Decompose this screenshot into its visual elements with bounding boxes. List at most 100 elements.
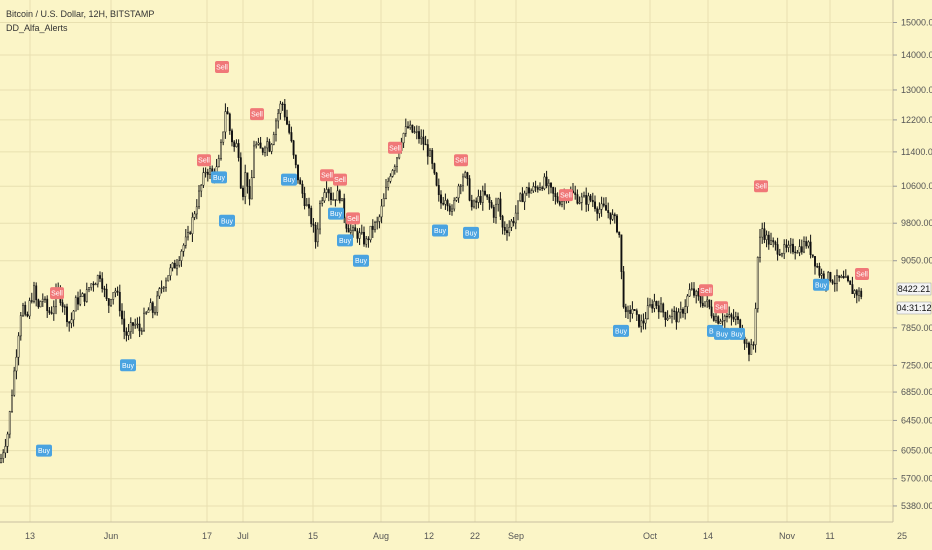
candle-body [160, 287, 163, 290]
candle-body [763, 228, 766, 240]
candle-body [77, 297, 79, 305]
candle-body [200, 184, 203, 192]
buy-signal: Buy [219, 214, 235, 227]
countdown-label: 04:31:12 [896, 301, 932, 315]
price-axis[interactable]: 5380.00 5700.00 6050.00 6450.00 6850.00 7250.… [892, 0, 932, 522]
candle-body [651, 304, 654, 309]
candle-body [638, 314, 640, 327]
candle-body [182, 245, 185, 252]
candle-body [101, 278, 104, 289]
candle-body [847, 276, 849, 282]
sell-signal: Sell [855, 267, 869, 280]
signal-box [219, 214, 235, 227]
candle-body [613, 214, 616, 217]
candle-body [547, 182, 550, 187]
candle-body [191, 217, 194, 234]
candle-body [50, 312, 53, 314]
y-tick-label: 6450.00 [901, 415, 932, 425]
candle-body [204, 171, 207, 174]
candle-body [63, 306, 66, 308]
buy-signal: Buy [714, 327, 730, 340]
candle-body [180, 250, 183, 261]
candle-body [125, 331, 128, 336]
symbol-title[interactable]: Bitcoin / U.S. Dollar, 12H, BITSTAMP [6, 9, 155, 19]
candle-body [459, 185, 462, 187]
candle-body [657, 305, 660, 313]
candle-body [737, 316, 739, 320]
candle-body [706, 299, 709, 302]
candle-body [536, 187, 539, 190]
signal-label: Buy [330, 211, 343, 218]
candle-body [402, 133, 405, 144]
candle-body [358, 232, 361, 239]
candle-body [99, 275, 101, 279]
candle-body [715, 316, 717, 321]
candle-body [35, 285, 38, 301]
x-tick-label: 15 [308, 531, 318, 541]
sell-signal: Sell [388, 141, 402, 154]
candle-body [228, 113, 231, 131]
candle-body [508, 226, 511, 234]
candle-body [0, 458, 2, 463]
candle-body [435, 172, 438, 186]
candle-body [594, 201, 596, 209]
time-axis[interactable]: 13 Jun 17 Jul 15 Aug 12 22 Sep Oct 14 Nov 11 25 [0, 521, 907, 541]
signal-box [328, 207, 344, 220]
candle-body [90, 283, 93, 288]
candle-body [169, 267, 172, 276]
candle-body [162, 287, 165, 289]
candle-body [673, 310, 676, 312]
candle-body [266, 141, 269, 149]
signal-box [346, 212, 360, 225]
candle-body [2, 452, 5, 459]
signal-label: Sell [389, 145, 401, 152]
candle-body [666, 317, 669, 320]
y-tick-label: 6850.00 [901, 387, 932, 397]
candle-body [682, 308, 684, 314]
candle-body [831, 280, 834, 284]
candle-body [281, 103, 284, 105]
candle-body [462, 176, 464, 187]
signal-label: Sell [455, 158, 467, 165]
candle-body [72, 310, 75, 321]
candle-body [272, 134, 275, 145]
candle-body [347, 228, 350, 233]
candle-body [330, 192, 332, 201]
candle-body [649, 304, 651, 306]
candle-body [844, 276, 847, 279]
buy-signal: Buy [328, 207, 344, 220]
candle-body [116, 290, 119, 293]
candle-body [253, 145, 255, 178]
candle-body [4, 446, 7, 454]
signal-label: Buy [221, 218, 234, 225]
indicator-name[interactable]: DD_Alfa_Alerts [6, 23, 68, 33]
candle-body [138, 323, 141, 332]
candle-body [704, 301, 706, 307]
candle-body [525, 187, 528, 194]
candle-body [149, 302, 152, 311]
signal-label: Sell [321, 173, 333, 180]
candle-body [83, 293, 86, 302]
candle-body [440, 194, 442, 204]
candle-body [519, 193, 522, 202]
y-tick-label: 11400.00 [901, 147, 932, 157]
candle-body [246, 172, 249, 187]
candle-body [376, 221, 379, 223]
candle-body [818, 266, 821, 276]
y-tick-label: 9050.00 [901, 256, 932, 266]
candle-body [198, 190, 200, 208]
candle-body [123, 318, 126, 332]
candle-body [134, 323, 137, 326]
candle-body [803, 241, 805, 253]
candle-body [607, 210, 610, 213]
signal-box [714, 327, 730, 340]
candle-body [103, 288, 106, 290]
candle-body [220, 141, 222, 159]
candle-body [321, 200, 324, 204]
candle-body [765, 234, 768, 240]
candle-body [499, 198, 502, 217]
candle-body [24, 304, 27, 315]
candle-body [464, 172, 467, 178]
candle-body [453, 200, 456, 210]
